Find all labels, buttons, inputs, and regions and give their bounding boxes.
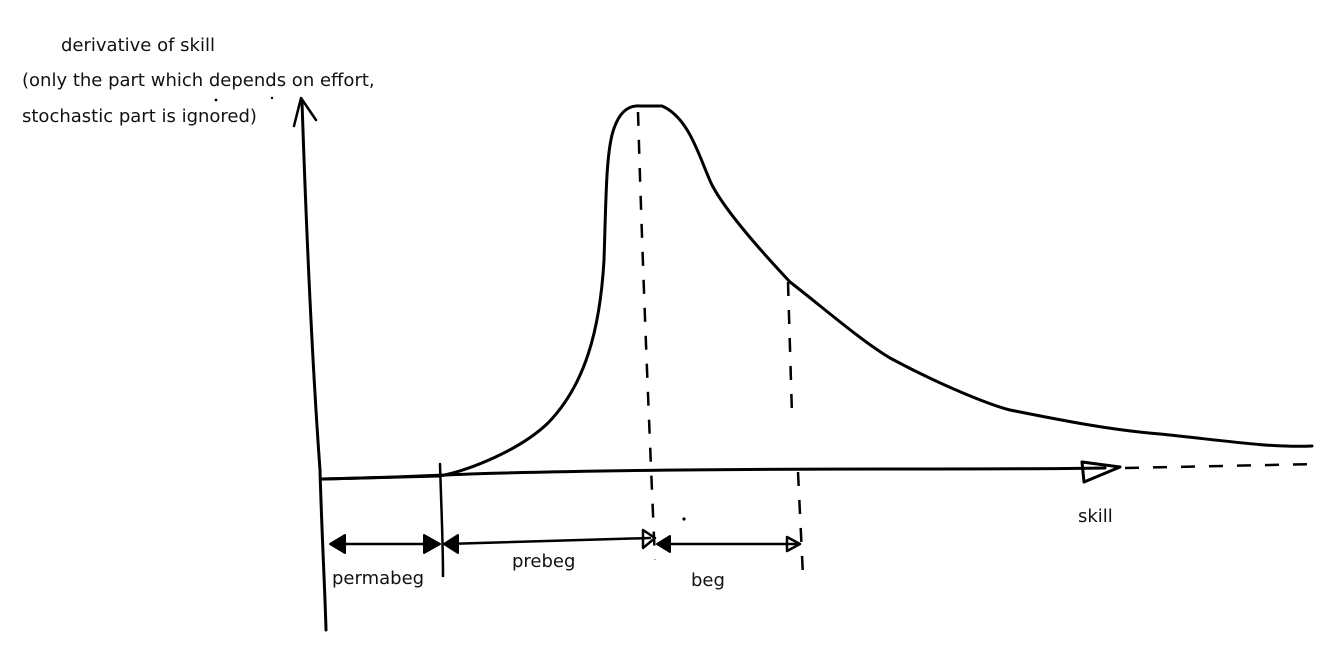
skill-derivative-curve bbox=[320, 104, 1314, 481]
stray-dot bbox=[682, 517, 686, 521]
y-axis-label-line3: stochastic part is ignored) bbox=[22, 106, 257, 127]
stray-dot bbox=[214, 98, 218, 102]
interval-permabeg-left-head bbox=[329, 534, 346, 554]
interval-beg-right-head bbox=[785, 535, 802, 553]
region-label-permabeg: permabeg bbox=[332, 568, 425, 589]
boundary-mid-dashed bbox=[786, 281, 794, 416]
boundary-beg-end-dashed bbox=[796, 471, 805, 577]
interval-prebeg-right-head bbox=[641, 528, 657, 550]
region-label-prebeg: prebeg bbox=[512, 551, 576, 572]
y-axis-line bbox=[300, 100, 328, 632]
x-axis-extension-dashed bbox=[1124, 462, 1319, 470]
y-axis-label-line2: (only the part which depends on effort, bbox=[22, 70, 375, 91]
region-label-beg: beg bbox=[691, 570, 725, 591]
x-axis-arrowhead bbox=[1080, 460, 1122, 484]
interval-permabeg-right-head bbox=[423, 534, 441, 554]
y-axis-label-line1: derivative of skill bbox=[61, 35, 215, 56]
interval-beg-left-head bbox=[656, 535, 671, 553]
interval-prebeg-line bbox=[444, 536, 652, 546]
boundary-peak-dashed bbox=[636, 111, 657, 561]
stray-dot bbox=[270, 96, 274, 100]
boundary-permabeg-prebeg bbox=[438, 462, 445, 578]
y-axis-arrowhead bbox=[292, 96, 318, 128]
x-axis-label: skill bbox=[1078, 506, 1113, 527]
interval-prebeg-left-head bbox=[443, 534, 459, 554]
